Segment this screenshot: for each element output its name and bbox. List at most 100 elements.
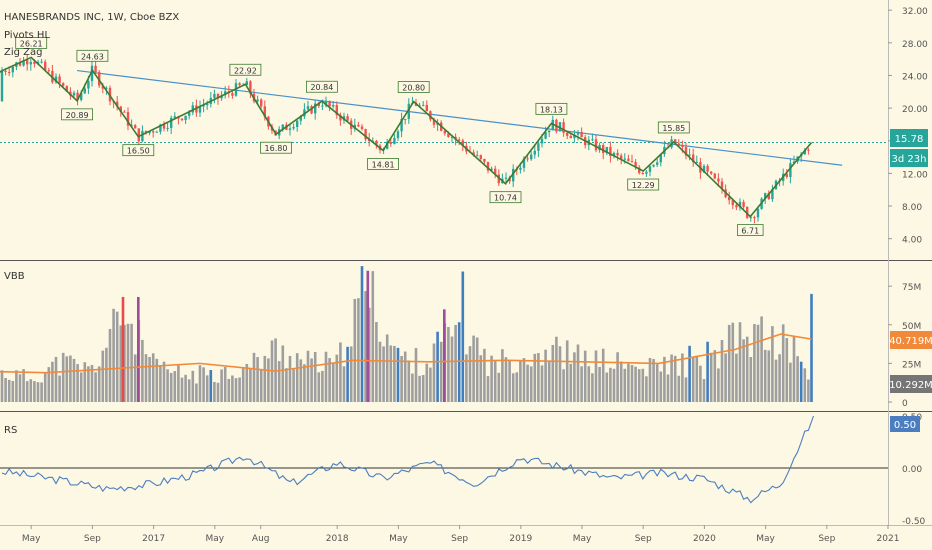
candle-body xyxy=(677,143,680,146)
candle-body xyxy=(202,105,205,107)
trendline xyxy=(77,69,843,166)
volume-bar xyxy=(439,341,443,402)
candle-body xyxy=(90,65,94,81)
candle-body xyxy=(717,178,720,182)
volume-tick-label: 50M xyxy=(902,322,921,332)
volume-bar xyxy=(173,371,177,402)
pivot-label: 16.50 xyxy=(127,147,150,156)
candle-body xyxy=(803,149,806,155)
volume-bar xyxy=(385,334,389,402)
candle-body xyxy=(83,88,86,94)
volume-ma-series xyxy=(0,333,812,374)
trendline-layer xyxy=(0,69,888,166)
volume-bar xyxy=(256,357,259,402)
volume-bar xyxy=(126,323,130,402)
last-volume-badge xyxy=(890,375,932,393)
volume-bar xyxy=(738,322,742,402)
candle-body xyxy=(706,165,709,172)
candle-body xyxy=(742,201,745,208)
volume-bar xyxy=(94,372,97,402)
volume-series[interactable] xyxy=(0,266,813,402)
volume-pane-title[interactable]: VBB xyxy=(4,271,25,282)
volume-bar xyxy=(425,363,429,402)
volume-bar xyxy=(144,354,148,402)
candle-body xyxy=(432,119,436,125)
candle-body xyxy=(256,99,259,102)
volume-bar xyxy=(97,366,101,402)
candle-body xyxy=(580,132,583,138)
volume-bar xyxy=(663,356,666,402)
volume-axis[interactable]: 75M 50M 25M 0 xyxy=(888,283,921,409)
candle-body xyxy=(137,128,140,142)
candle-body xyxy=(400,118,403,132)
rs-series xyxy=(1,415,815,504)
rs-tick-label: 0.00 xyxy=(902,465,922,475)
volume-bar xyxy=(717,368,720,402)
volume-bar xyxy=(403,351,407,402)
candle-body xyxy=(735,205,738,208)
candle-body xyxy=(681,145,684,148)
candle-body xyxy=(105,87,108,89)
zigzag-series xyxy=(0,56,813,218)
indicator-label-zigzag[interactable]: Zig Zag xyxy=(4,47,42,58)
candle-body xyxy=(29,61,32,65)
volume-bar xyxy=(774,359,778,402)
candle-body xyxy=(461,140,464,146)
time-axis[interactable]: May Sep 2017 May Aug 2018 May Sep 2019 May Sep 2020… xyxy=(22,525,900,544)
candle-body xyxy=(188,112,191,116)
indicator-label-pivots[interactable]: Pivots HL xyxy=(4,30,50,41)
volume-bar xyxy=(486,376,490,402)
candle-body xyxy=(144,130,148,133)
pivot-label-box xyxy=(489,191,522,204)
volume-bar xyxy=(371,271,375,402)
pivot-label-box xyxy=(397,81,430,93)
volume-bar xyxy=(475,337,479,402)
volume-bar xyxy=(677,375,681,402)
candle-body xyxy=(404,118,407,120)
volume-spike-bar xyxy=(810,293,813,402)
volume-ma-label: 40.719M xyxy=(889,336,932,347)
volume-bar xyxy=(159,365,162,402)
pivot-label: 26.21 xyxy=(20,39,43,48)
candle-body xyxy=(65,85,68,92)
volume-bar xyxy=(407,360,411,402)
time-tick-label: Sep xyxy=(84,534,101,544)
pivot-label-box xyxy=(367,158,400,170)
volume-bar xyxy=(490,355,493,402)
candle-body xyxy=(652,164,655,167)
candle-body xyxy=(447,133,450,138)
time-tick-label: May xyxy=(756,534,775,544)
volume-bar xyxy=(483,348,486,402)
volume-bar xyxy=(792,336,796,402)
volume-bar xyxy=(645,376,648,402)
volume-bar xyxy=(609,367,612,402)
volume-bar xyxy=(666,374,670,402)
volume-bar xyxy=(4,377,7,402)
candle-body xyxy=(8,72,11,74)
candle-body xyxy=(533,150,536,155)
volume-bar xyxy=(216,382,220,402)
symbol-title[interactable]: HANESBRANDS INC, 1W, Cboe BZX xyxy=(4,12,179,23)
rs-tick-label: -0.50 xyxy=(902,517,926,527)
volume-bar xyxy=(382,346,385,402)
rs-pane-title[interactable]: RS xyxy=(4,425,17,436)
volume-bar xyxy=(61,352,65,402)
candle-body xyxy=(152,131,155,133)
candle-body xyxy=(548,130,551,133)
volume-bar xyxy=(263,355,267,402)
candle-body xyxy=(162,124,166,129)
candle-body xyxy=(638,167,641,173)
price-tick-label: 28.00 xyxy=(902,40,928,50)
candle-body xyxy=(504,177,508,179)
candle-body xyxy=(72,92,76,96)
volume-bar xyxy=(468,346,472,402)
candle-body xyxy=(612,152,616,157)
volume-bar xyxy=(684,377,688,402)
volume-bar xyxy=(76,364,79,402)
pivot-label-box xyxy=(657,121,690,134)
volume-bar xyxy=(756,324,760,402)
candle-body xyxy=(573,134,576,139)
volume-bar xyxy=(267,358,270,402)
volume-bar xyxy=(522,358,526,402)
candle-body xyxy=(332,105,335,107)
